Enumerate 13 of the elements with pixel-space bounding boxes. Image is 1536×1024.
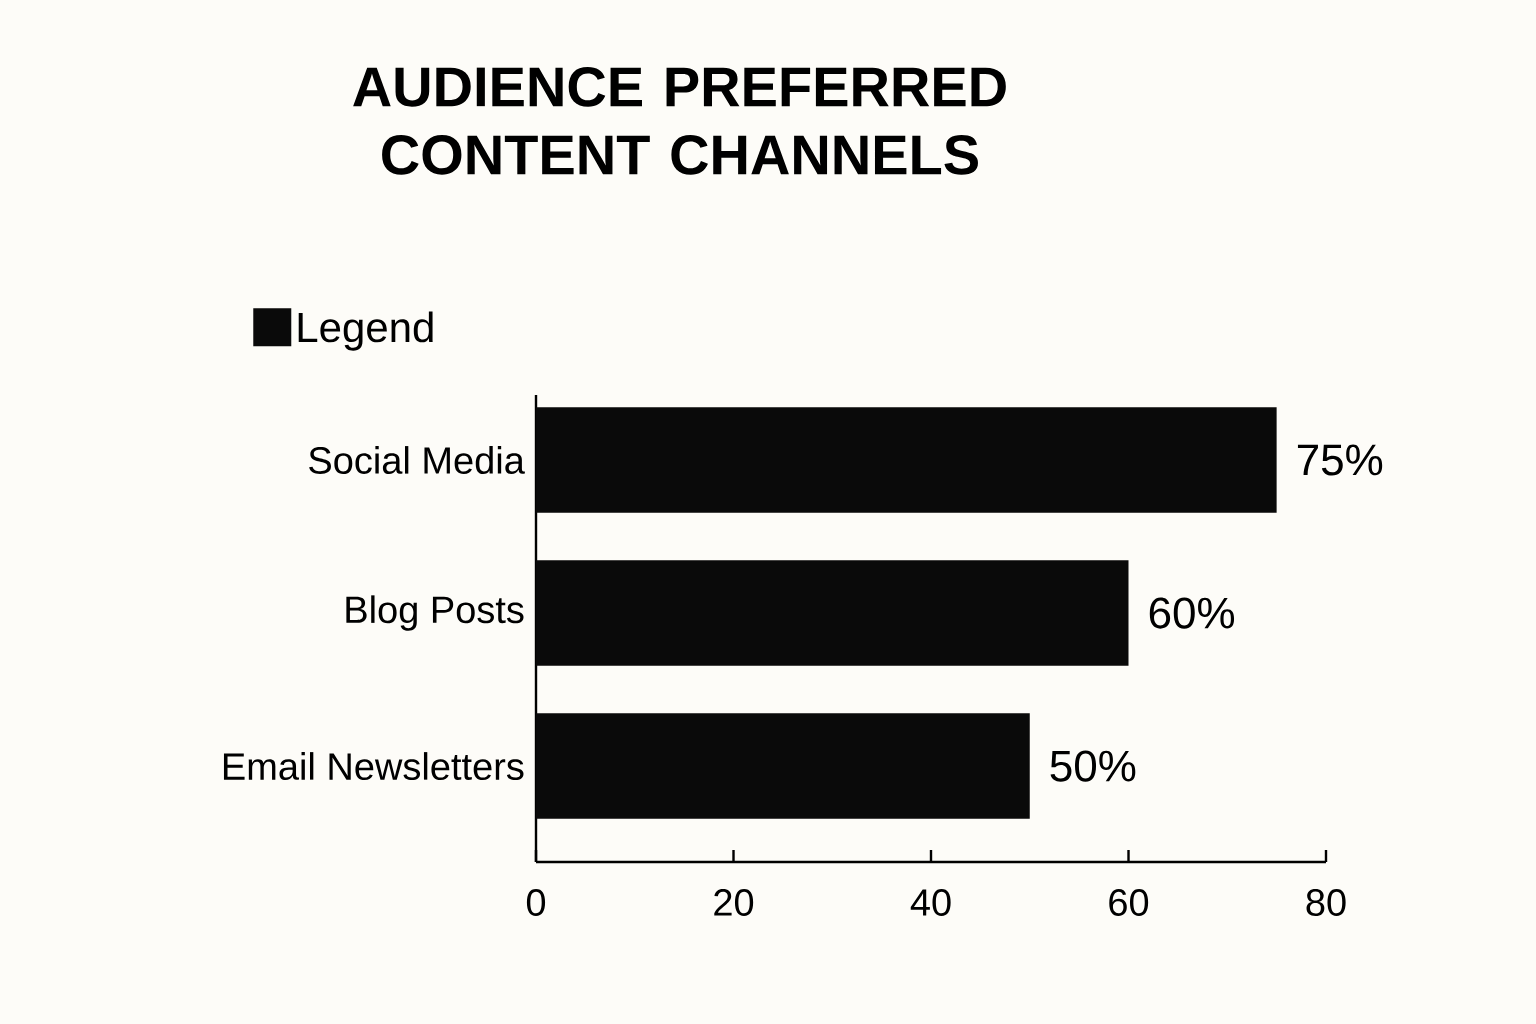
- y-tick-label: Blog Posts: [346, 595, 524, 631]
- x-tick-label: 40: [910, 889, 951, 916]
- x-tick-label: 80: [1306, 889, 1346, 916]
- text: 75%: [1297, 444, 1383, 476]
- x-tick-label: 20: [714, 889, 754, 916]
- text: 60%: [1149, 597, 1235, 629]
- y-tick-label: Email Newsletters: [223, 752, 524, 781]
- text: 50%: [1050, 750, 1136, 782]
- x-tick-label: 0: [526, 889, 546, 916]
- chart-title: AUDIENCE PREFERRED CONTENT CHANNELS: [353, 67, 1006, 175]
- y-tick-label: Social Media: [309, 446, 525, 474]
- legend-label: Legend: [298, 311, 433, 351]
- x-tick-label: 60: [1109, 889, 1149, 916]
